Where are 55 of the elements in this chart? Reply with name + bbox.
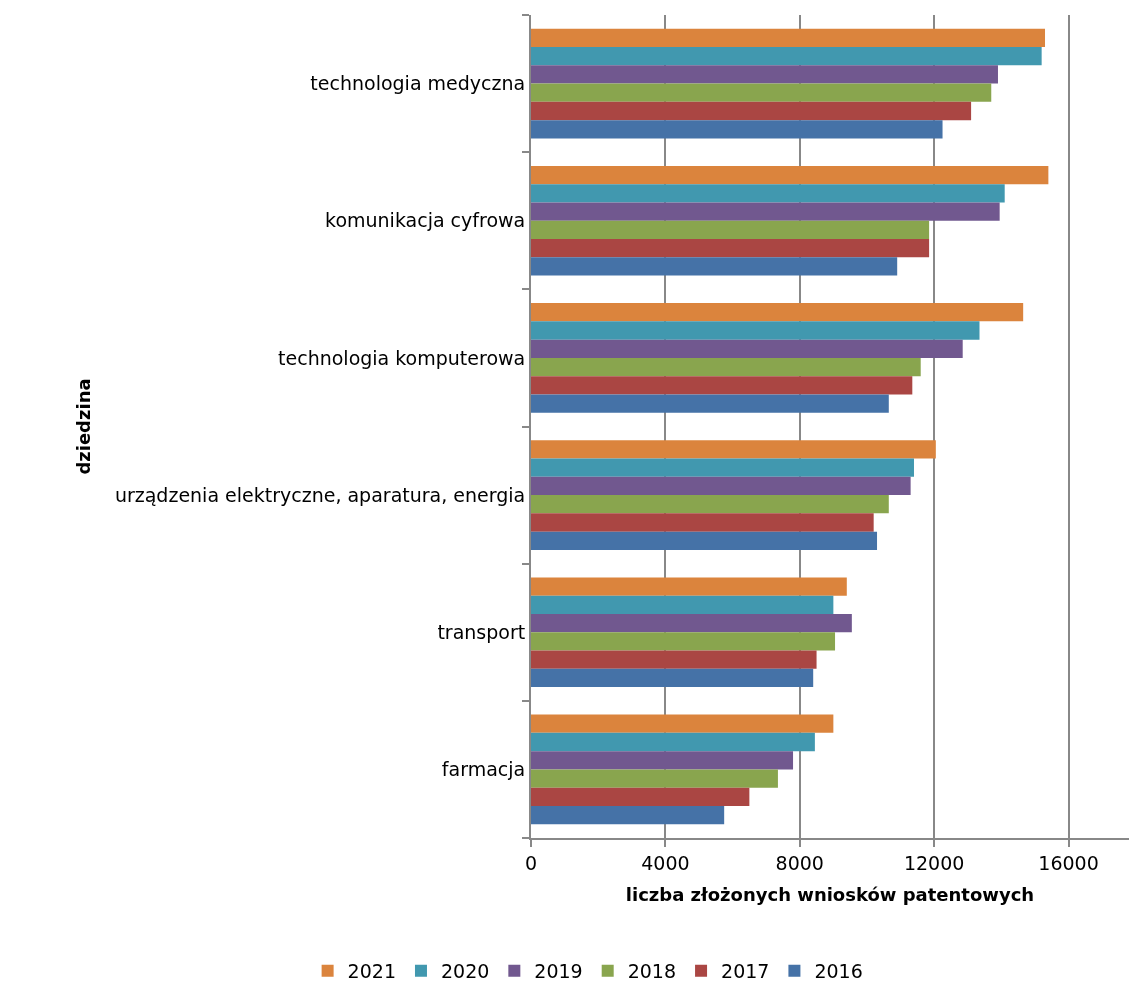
x-tick-label: 16000 <box>1038 851 1099 874</box>
bar <box>531 120 943 139</box>
bar <box>531 787 750 806</box>
bar <box>531 357 921 377</box>
bar <box>531 732 815 752</box>
bar <box>531 303 1024 322</box>
bar <box>531 376 913 395</box>
bar <box>531 47 1042 66</box>
bar <box>531 668 814 688</box>
legend-label: 2017 <box>721 960 770 983</box>
bar <box>531 220 930 240</box>
bar <box>531 339 963 358</box>
legend-label: 2018 <box>627 960 677 983</box>
bar <box>531 495 889 514</box>
bar <box>531 714 834 733</box>
x-tick-label: 8000 <box>775 851 824 874</box>
bar <box>531 650 817 669</box>
bar <box>531 202 1000 221</box>
bar <box>531 632 836 651</box>
legend-label: 2016 <box>814 960 863 983</box>
bar <box>531 184 1005 203</box>
legend-label: 2020 <box>440 960 490 983</box>
x-tick-label: 0 <box>524 851 538 874</box>
bar <box>531 394 889 413</box>
bar <box>531 595 834 614</box>
x-axis-title: liczba złożonych wniosków patentowych <box>625 884 1035 906</box>
bar <box>531 458 914 477</box>
bar <box>531 751 794 770</box>
bar <box>531 101 972 121</box>
y-tick-label: urządzenia elektryczne, aparatura, energia <box>114 483 526 506</box>
bar <box>531 28 1046 48</box>
legend-label: 2021 <box>347 960 396 983</box>
y-tick-label: transport <box>437 620 526 643</box>
bar <box>531 577 847 596</box>
bar <box>531 613 852 633</box>
bar <box>531 531 878 550</box>
bar <box>531 769 778 788</box>
y-tick-label: technologia medyczna <box>310 72 526 95</box>
bar <box>531 165 1049 185</box>
bar <box>531 257 898 276</box>
bar <box>531 239 930 258</box>
bar <box>531 805 725 825</box>
x-tick-label: 12000 <box>903 851 965 874</box>
bar <box>531 321 980 340</box>
bar <box>531 440 936 459</box>
bar <box>531 83 992 102</box>
y-tick-label: technologia komputerowa <box>278 346 526 369</box>
legend-label: 2019 <box>534 960 583 983</box>
x-tick-label: 4000 <box>641 851 690 874</box>
y-tick-label: farmacja <box>441 758 526 781</box>
bar <box>531 65 998 84</box>
y-tick-label: komunikacja cyfrowa <box>325 209 526 232</box>
bar <box>531 513 874 532</box>
y-axis-title: dziedzina <box>72 378 94 475</box>
bar <box>531 476 911 496</box>
